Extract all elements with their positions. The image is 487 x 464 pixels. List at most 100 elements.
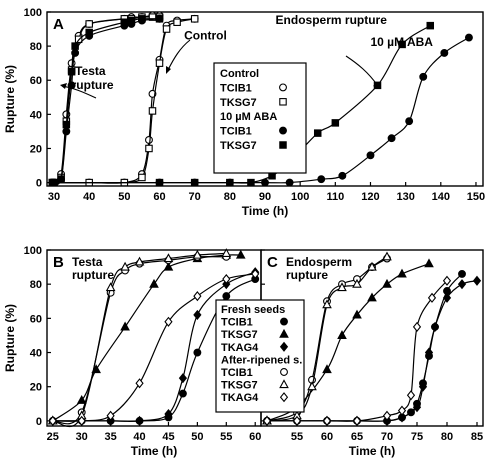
data-point xyxy=(426,21,435,30)
series-line xyxy=(52,252,227,428)
data-point xyxy=(190,15,199,23)
panel-a: 30 40 50 60 70 80 90 100 110 120 130 140 150 0 20 40 60 8… xyxy=(3,7,485,218)
legend-entry-label: TCIB1 xyxy=(220,126,252,138)
data-point xyxy=(148,13,157,21)
data-point xyxy=(251,268,260,279)
arrow-head xyxy=(60,83,67,89)
panel-label-c: C xyxy=(267,254,278,271)
data-point xyxy=(382,410,392,421)
data-point xyxy=(458,269,466,278)
data-point xyxy=(106,415,115,426)
legend-marker xyxy=(280,317,288,326)
series-0-3 xyxy=(50,15,199,187)
legend-entry-label: TKSG7 xyxy=(221,380,258,392)
data-point xyxy=(419,72,428,81)
x-tick-label: 40 xyxy=(133,431,145,443)
legend-entry-label: TKSG7 xyxy=(220,140,257,152)
y-tick-label: 0 xyxy=(36,178,42,190)
data-point xyxy=(85,20,93,28)
data-point xyxy=(164,408,173,420)
x-tick-label: 80 xyxy=(224,191,236,203)
data-point xyxy=(322,364,332,374)
x-tick-label: 100 xyxy=(291,191,309,203)
x-tick-label: 65 xyxy=(351,431,363,443)
x-tick-label: 90 xyxy=(259,191,271,203)
data-point xyxy=(149,278,159,288)
data-point xyxy=(138,15,146,23)
x-tick-label: 30 xyxy=(76,431,88,443)
y-tick-label: 80 xyxy=(30,41,42,53)
data-point xyxy=(427,292,437,303)
data-point xyxy=(134,256,145,266)
data-point xyxy=(74,35,83,44)
y-tick-label: 60 xyxy=(30,313,42,325)
panel-title: Testa xyxy=(72,255,103,269)
data-point xyxy=(155,178,164,187)
data-point xyxy=(382,278,392,288)
data-point xyxy=(313,129,322,137)
y-tick-label: 80 xyxy=(30,279,42,291)
data-point xyxy=(193,291,202,302)
legend-group-title: After-ripened s. xyxy=(221,354,302,366)
series-0-2 xyxy=(50,14,199,187)
y-tick-label: 40 xyxy=(30,109,42,121)
data-point xyxy=(247,178,255,187)
annotation-arrow xyxy=(167,39,191,71)
x-tick-label: 30 xyxy=(48,191,60,203)
x-axis-label: Time (h) xyxy=(131,444,177,458)
data-point xyxy=(405,117,414,126)
data-point xyxy=(173,18,181,26)
x-tick-label: 55 xyxy=(220,431,232,443)
data-point xyxy=(338,171,347,180)
data-point xyxy=(76,395,87,404)
data-point xyxy=(382,415,392,426)
data-point xyxy=(222,292,231,301)
data-point xyxy=(178,373,188,384)
data-point xyxy=(387,134,396,143)
y-tick-label: 100 xyxy=(24,245,42,257)
y-tick-label: 100 xyxy=(24,7,42,19)
legend: Fresh seedsTCIB1TKSG7TKAG4After-ripened … xyxy=(221,304,302,404)
data-point xyxy=(162,25,171,33)
y-tick-label: 20 xyxy=(30,143,42,155)
x-tick-label: 120 xyxy=(361,191,379,203)
data-point xyxy=(135,415,144,426)
data-point xyxy=(322,415,332,426)
y-tick-label: 60 xyxy=(30,75,42,87)
x-tick-label: 140 xyxy=(432,191,450,203)
data-point xyxy=(307,381,317,391)
data-point xyxy=(337,282,347,292)
x-tick-label: 60 xyxy=(153,191,165,203)
series-1-5 xyxy=(48,268,260,426)
annotation: Testa xyxy=(75,64,106,78)
legend-marker xyxy=(279,392,289,403)
annotation-arrow xyxy=(345,55,379,87)
x-tick-label: 40 xyxy=(83,191,95,203)
legend-marker xyxy=(279,126,287,135)
x-axis-label: Time (h) xyxy=(242,204,288,218)
legend-entry-label: TCIB1 xyxy=(221,367,253,379)
y-axis-label: Rupture (%) xyxy=(3,65,17,133)
data-point xyxy=(163,261,174,271)
legend: Control TCIB1 TKSG7 10 µM ABA TCIB1 TKSG7 xyxy=(220,68,287,152)
data-point xyxy=(367,292,377,302)
data-point xyxy=(412,321,422,332)
legend-marker xyxy=(280,368,288,376)
annotation: 10 µM ABA xyxy=(370,35,433,49)
legend-marker xyxy=(279,379,289,389)
panel-title: rupture xyxy=(72,268,114,282)
data-point xyxy=(163,253,174,263)
data-point xyxy=(412,402,422,413)
legend-entry-label: TKAG4 xyxy=(221,392,259,404)
x-tick-label: 60 xyxy=(321,431,333,443)
data-point xyxy=(262,415,272,426)
arrow-head xyxy=(373,82,380,89)
data-point xyxy=(464,33,473,42)
data-point xyxy=(106,410,115,421)
legend-entry-label: TKAG4 xyxy=(221,342,259,354)
data-point xyxy=(442,275,452,286)
data-point xyxy=(397,412,407,423)
data-point xyxy=(145,144,153,153)
